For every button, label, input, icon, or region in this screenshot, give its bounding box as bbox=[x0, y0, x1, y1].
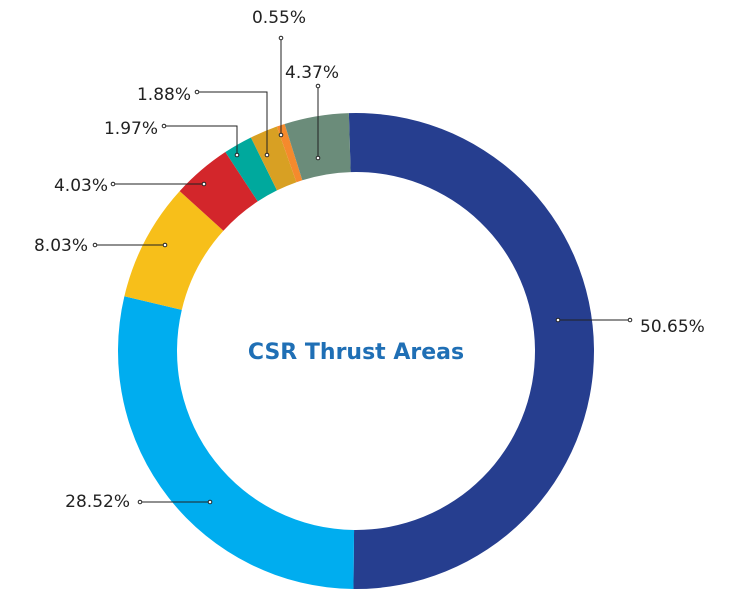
leader-line bbox=[164, 125, 238, 155]
data-label: 4.03% bbox=[54, 176, 108, 196]
leader-dot bbox=[234, 152, 240, 158]
leader-dot bbox=[555, 317, 561, 323]
leader-line bbox=[197, 91, 268, 155]
leader-dot bbox=[278, 132, 284, 138]
leader-dot bbox=[92, 242, 98, 248]
data-label: 1.97% bbox=[104, 119, 158, 139]
leader-dot bbox=[201, 181, 207, 187]
leader-dot bbox=[315, 155, 321, 161]
leader-dot bbox=[137, 499, 143, 505]
leader-dot bbox=[110, 181, 116, 187]
donut-slice bbox=[276, 123, 303, 183]
leader-dot bbox=[194, 89, 200, 95]
leader-dot bbox=[162, 242, 168, 248]
donut-slice bbox=[179, 152, 258, 231]
leader-dot bbox=[627, 317, 633, 323]
leader-dot bbox=[315, 83, 321, 89]
data-label: 8.03% bbox=[34, 236, 88, 256]
donut-slice bbox=[348, 113, 594, 589]
data-label: 4.37% bbox=[285, 63, 339, 83]
donut-slice bbox=[250, 126, 297, 191]
data-label: 1.88% bbox=[137, 85, 191, 105]
data-label: 0.55% bbox=[252, 8, 306, 28]
leader-dot bbox=[264, 152, 270, 158]
leader-dot bbox=[278, 35, 284, 41]
data-label: 50.65% bbox=[640, 317, 705, 337]
donut-slice bbox=[117, 296, 355, 589]
leader-dot bbox=[161, 123, 167, 129]
leader-dot bbox=[207, 499, 213, 505]
donut-slice bbox=[124, 191, 224, 310]
chart-title: CSR Thrust Areas bbox=[248, 340, 464, 365]
data-label: 28.52% bbox=[65, 492, 130, 512]
